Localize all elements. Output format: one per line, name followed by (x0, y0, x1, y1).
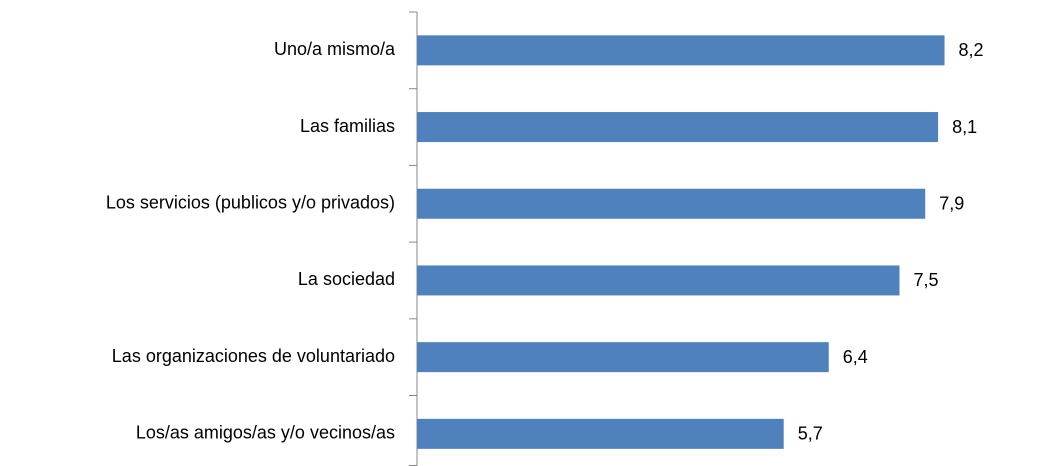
data-label: 8,2 (959, 40, 984, 60)
bar (417, 418, 784, 449)
data-label: 6,4 (843, 347, 868, 367)
y-tick-label: La sociedad (298, 269, 395, 289)
y-tick-label: Los servicios (publicos y/o privados) (106, 193, 395, 213)
data-label: 7,5 (914, 270, 939, 290)
bar (417, 188, 926, 219)
y-tick-label: Los/as amigos/as y/o vecinos/as (136, 423, 395, 443)
data-label: 7,9 (939, 194, 964, 214)
y-tick-label: Las familias (300, 116, 395, 136)
bar (417, 35, 945, 66)
y-tick-label: Uno/a mismo/a (274, 39, 396, 59)
y-tick-label: Las organizaciones de voluntariado (112, 346, 395, 366)
bar (417, 342, 829, 373)
bar (417, 112, 939, 143)
data-label: 8,1 (952, 117, 977, 137)
data-label: 5,7 (798, 424, 823, 444)
bar (417, 265, 900, 296)
